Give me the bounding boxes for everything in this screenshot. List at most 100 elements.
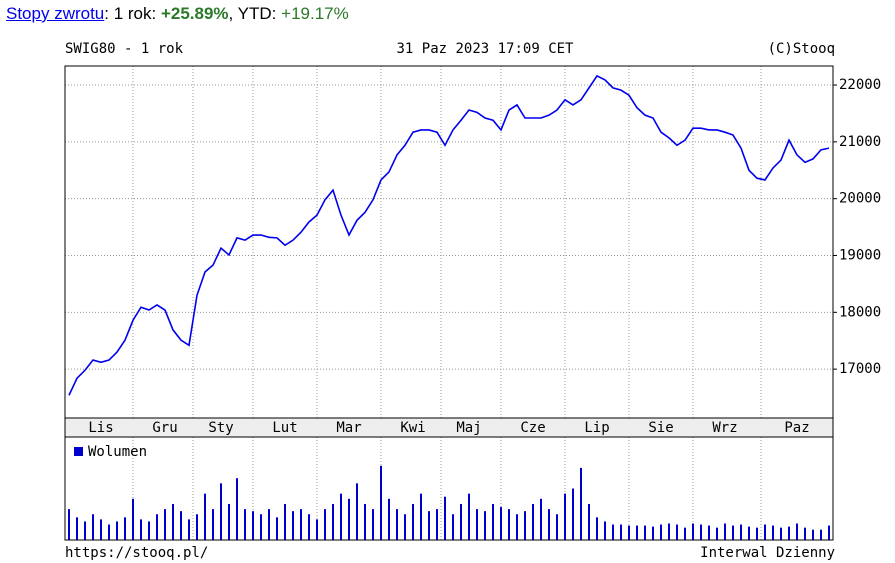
volume-bar	[548, 509, 550, 540]
volume-bar	[772, 525, 774, 540]
volume-bar	[228, 503, 230, 540]
volume-bar	[124, 517, 126, 540]
volume-bar	[252, 511, 254, 540]
x-tick-label: Maj	[456, 420, 481, 436]
x-tick-label: Lut	[272, 420, 297, 436]
volume-bar	[756, 527, 758, 540]
volume-bar	[476, 509, 478, 540]
volume-bar	[348, 498, 350, 540]
volume-bar	[268, 509, 270, 540]
returns-link[interactable]: Stopy zwrotu	[6, 4, 105, 23]
volume-bar	[100, 519, 102, 540]
volume-bar	[788, 526, 790, 540]
volume-bar	[212, 509, 214, 540]
x-tick-label: Sie	[648, 420, 673, 436]
volume-bar	[732, 525, 734, 540]
x-tick-label: Sty	[208, 420, 233, 436]
volume-bar	[828, 525, 830, 540]
volume-bar	[220, 483, 222, 540]
volume-bar	[580, 467, 582, 540]
ytd-label: , YTD:	[228, 4, 282, 23]
volume-bar	[204, 493, 206, 540]
volume-bar	[692, 523, 694, 540]
volume-bar	[420, 493, 422, 540]
volume-bar	[172, 503, 174, 540]
volume-bar	[668, 523, 670, 540]
volume-bar	[92, 514, 94, 540]
footer-url: https://stooq.pl/	[65, 545, 208, 561]
volume-bar	[588, 503, 590, 540]
volume-bar	[612, 524, 614, 540]
y-tick-label: 21000	[839, 134, 881, 150]
footer-interval: Interwal Dzienny	[700, 545, 835, 561]
volume-bar	[108, 524, 110, 540]
volume-bar	[532, 503, 534, 540]
volume-bar	[484, 511, 486, 540]
x-tick-label: Kwi	[400, 420, 425, 436]
volume-bar	[716, 527, 718, 540]
x-tick-label: Lis	[88, 420, 113, 436]
volume-bar	[412, 503, 414, 540]
volume-bar	[804, 527, 806, 540]
chart-date: 31 Paz 2023 17:09 CET	[396, 41, 574, 57]
volume-bar	[724, 523, 726, 540]
volume-bar	[332, 503, 334, 540]
x-tick-label: Cze	[520, 420, 545, 436]
volume-bar	[500, 507, 502, 540]
volume-bar	[388, 498, 390, 540]
volume-bar	[492, 503, 494, 540]
volume-bar	[604, 521, 606, 540]
volume-bar	[244, 509, 246, 540]
y-tick-label: 22000	[839, 77, 881, 93]
volume-bar	[308, 514, 310, 540]
volume-bar	[444, 496, 446, 540]
volume-bar	[396, 509, 398, 540]
volume-bar	[628, 525, 630, 540]
volume-bar	[596, 517, 598, 540]
volume-bar	[356, 483, 358, 540]
returns-header: Stopy zwrotu: 1 rok: +25.89%, YTD: +19.1…	[6, 4, 349, 24]
y-tick-label: 20000	[839, 191, 881, 207]
price-line	[68, 74, 830, 396]
y-tick-label: 17000	[839, 361, 881, 377]
volume-bar	[156, 514, 158, 540]
volume-bar	[620, 524, 622, 540]
volume-bar	[260, 514, 262, 540]
volume-bar	[708, 525, 710, 540]
volume-bar	[572, 488, 574, 540]
volume-bar	[148, 521, 150, 540]
volume-bar	[556, 514, 558, 540]
volume-bar	[660, 524, 662, 540]
period-return: +25.89%	[160, 4, 229, 23]
volume-bar	[524, 511, 526, 540]
volume-bar	[748, 526, 750, 540]
volume-bar	[636, 525, 638, 540]
volume-bar	[380, 465, 382, 540]
volume-bar	[796, 523, 798, 540]
volume-bar	[68, 509, 70, 540]
volume-bar	[188, 519, 190, 540]
volume-bar	[372, 509, 374, 540]
volume-bar	[84, 521, 86, 540]
volume-bar	[460, 503, 462, 540]
volume-bar	[644, 525, 646, 540]
chart-source: (C)Stooq	[768, 41, 835, 57]
period-label: : 1 rok:	[104, 4, 161, 23]
volume-bar	[468, 493, 470, 540]
x-tick-label: Wrz	[712, 420, 737, 436]
volume-bar	[676, 524, 678, 540]
volume-bar	[540, 498, 542, 540]
volume-bar	[452, 514, 454, 540]
x-tick-label: Gru	[152, 420, 177, 436]
legend-swatch	[74, 447, 83, 456]
volume-bar	[324, 509, 326, 540]
volume-bar	[436, 509, 438, 540]
volume-bar	[564, 493, 566, 540]
x-tick-label: Mar	[336, 420, 361, 436]
volume-bar	[140, 519, 142, 540]
ytd-return: +19.17%	[281, 4, 349, 23]
volume-bar	[820, 529, 822, 540]
volume-bar	[764, 524, 766, 540]
